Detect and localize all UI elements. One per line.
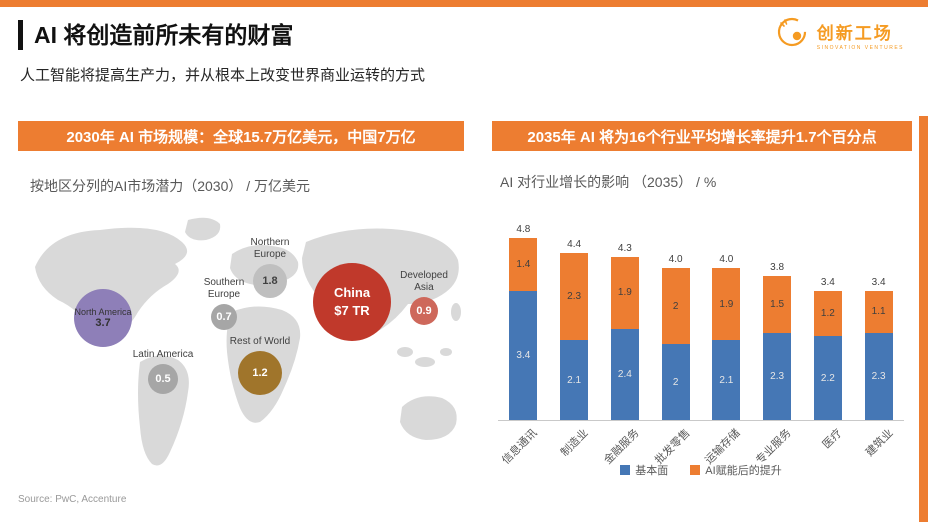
bar-total-label: 3.4 bbox=[820, 276, 835, 288]
bar-chart-title: AI 对行业增长的影响 （2035） / % bbox=[500, 174, 717, 190]
bubble-value: 0.7 bbox=[216, 310, 232, 323]
bar-category-label: 医疗 bbox=[820, 427, 845, 452]
map-bubble-northern-europe: 1.8 bbox=[253, 264, 287, 298]
map-chart-title: 按地区分列的AI市场潜力（2030） / 万亿美元 bbox=[30, 178, 311, 194]
logo-name: 创新工场 bbox=[816, 23, 893, 43]
bar-total-label: 4.4 bbox=[567, 238, 582, 250]
legend-item-ai-: AI赋能后的提升 bbox=[690, 462, 782, 478]
bar-segment-base: 2 bbox=[661, 344, 690, 420]
bar-segment-base: 2.2 bbox=[813, 336, 842, 420]
bar-total-label: 3.4 bbox=[871, 276, 886, 288]
legend-label: 基本面 bbox=[635, 465, 669, 477]
legend-label: AI赋能后的提升 bbox=[705, 465, 782, 477]
legend-swatch bbox=[620, 465, 631, 475]
logo-subname: SINOVATION VENTURES bbox=[816, 44, 904, 51]
bar-category-label: 制造业 bbox=[558, 427, 591, 459]
bar-segment-base: 2.3 bbox=[763, 332, 792, 420]
right-accent-strip bbox=[919, 116, 928, 522]
map-bubble-north-america: North America 3.7 bbox=[74, 289, 132, 347]
bar-segment-base: 2.1 bbox=[712, 340, 741, 420]
bar-total-label: 4.3 bbox=[617, 242, 632, 254]
bubble-value: 1.8 bbox=[262, 274, 278, 287]
bar-total-label: 3.8 bbox=[770, 261, 785, 273]
map-bubble-developed-asia: 0.9 bbox=[410, 297, 438, 325]
page-title: AI 将创造前所未有的财富 bbox=[18, 20, 293, 50]
bubble-label: Northern Europe bbox=[250, 237, 290, 260]
page-subtitle: 人工智能将提高生产力，并从根本上改变世界商业运转的方式 bbox=[20, 67, 426, 84]
bubble-label: Rest of World bbox=[229, 336, 291, 347]
map-bubble-southern-europe: 0.7 bbox=[211, 304, 237, 330]
legend-item--: 基本面 bbox=[620, 462, 668, 478]
bar-segment-base: 3.4 bbox=[509, 290, 538, 420]
bar-segment-uplift: 1.5 bbox=[763, 275, 792, 333]
bubble-value: 0.9 bbox=[416, 304, 432, 317]
bar-segment-base: 2.1 bbox=[560, 340, 589, 420]
bubble-label: Southern Europe bbox=[203, 277, 245, 300]
map-bubble-rest-of-world: 1.2 bbox=[238, 351, 282, 395]
bar-segment-uplift: 2.3 bbox=[560, 252, 589, 341]
bar-segment-uplift: 2 bbox=[661, 268, 690, 344]
top-accent-strip bbox=[0, 0, 928, 7]
bar-total-label: 4.8 bbox=[516, 223, 531, 235]
legend-swatch bbox=[690, 465, 701, 475]
bar-segment-uplift: 1.4 bbox=[509, 237, 538, 291]
bubble-label: North America bbox=[74, 306, 132, 317]
banner-market-size: 2030年 AI 市场规模：全球15.7万亿美元，中国7万亿 bbox=[18, 121, 464, 151]
bar-segment-uplift: 1.9 bbox=[712, 268, 741, 341]
map-bubble-china: China $7 TR bbox=[313, 263, 391, 341]
bar-segment-base: 2.4 bbox=[610, 328, 639, 420]
map-bubbles-layer: North America 3.7 Latin America 0.5 Southern… bbox=[10, 212, 472, 480]
sinovation-logo-icon bbox=[773, 13, 811, 56]
bubble-label: China bbox=[333, 284, 371, 300]
bar-segment-uplift: 1.9 bbox=[610, 256, 639, 329]
stacked-bar-plot: 3.4 1.4 4.8 2.1 2.3 4.4 2.4 1.9 4.3 2 2 4.0 2.1 1.9 4.… bbox=[498, 224, 904, 421]
map-bubble-latin-america: 0.5 bbox=[148, 364, 178, 394]
bar-total-label: 4.0 bbox=[719, 254, 734, 265]
bar-segment-uplift: 1.1 bbox=[864, 290, 893, 333]
source-note: Source: PwC, Accenture bbox=[18, 494, 127, 505]
bubble-value: 1.2 bbox=[252, 366, 268, 379]
company-logo: 创新工场 SINOVATION VENTURES bbox=[773, 13, 904, 56]
world-map-bubble-chart: North America 3.7 Latin America 0.5 Southern… bbox=[10, 212, 472, 480]
bubble-value: $7 TR bbox=[334, 302, 370, 318]
bubble-value: 0.5 bbox=[155, 372, 171, 385]
bar-total-label: 4.0 bbox=[668, 254, 683, 265]
bubble-label: Developed Asia bbox=[400, 270, 448, 293]
bubble-label: Latin America bbox=[132, 349, 194, 360]
banner-industry-growth: 2035年 AI 将为16个行业平均增长率提升1.7个百分点 bbox=[492, 121, 912, 151]
bar-segment-base: 2.3 bbox=[864, 332, 893, 420]
chart-legend: 基本面 AI赋能后的提升 bbox=[498, 462, 904, 478]
bar-category-label: 建筑业 bbox=[863, 427, 896, 459]
bubble-value: 3.7 bbox=[95, 316, 111, 329]
bar-segment-uplift: 1.2 bbox=[813, 290, 842, 337]
